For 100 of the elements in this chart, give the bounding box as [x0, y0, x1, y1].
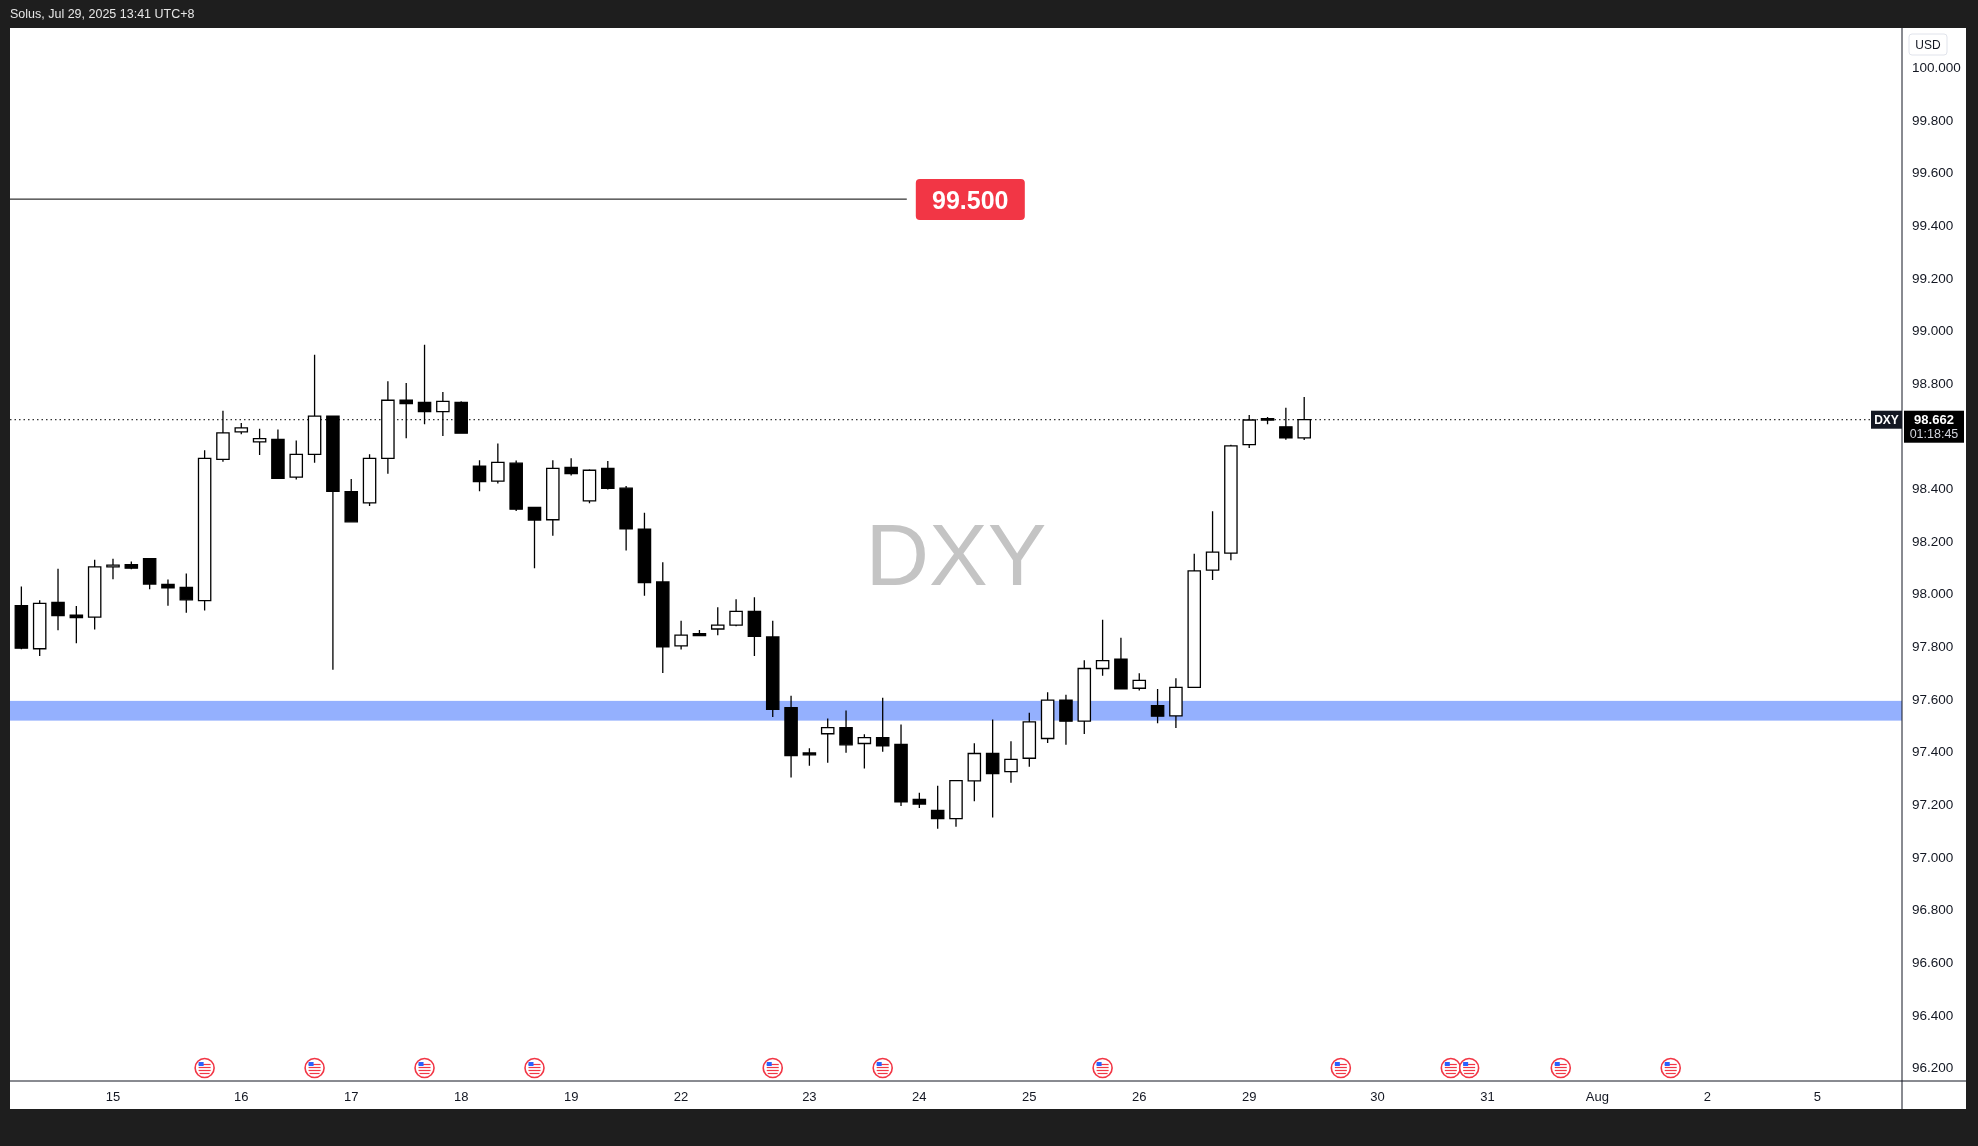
candlestick: [546, 459, 560, 537]
candlestick: [985, 718, 1000, 819]
x-tick-label: 25: [1022, 1088, 1037, 1104]
candlestick: [1095, 619, 1110, 677]
candlestick: [1022, 712, 1037, 768]
text: Solus, Jul 29, 2025 13:41 UTC+8: [10, 7, 195, 21]
y-tick-label: 99.400: [1912, 217, 1954, 233]
y-tick-label: 99.600: [1912, 165, 1954, 181]
candlestick: [875, 697, 890, 753]
y-tick-label: 97.200: [1912, 797, 1954, 813]
candlestick: [1059, 694, 1073, 746]
candlestick: [765, 620, 780, 718]
candlestick: [967, 742, 982, 802]
candlestick: [32, 599, 47, 657]
candlestick: [252, 428, 267, 456]
candlestick: [655, 561, 670, 674]
x-tick-label: 15: [105, 1088, 121, 1104]
y-tick-label: 99.000: [1912, 323, 1954, 339]
candlestick: [820, 717, 835, 764]
candlestick: [87, 559, 102, 631]
candlestick: [619, 485, 633, 552]
x-tick-label: 23: [802, 1088, 817, 1104]
candlestick: [1224, 444, 1238, 561]
candlestick: [51, 568, 65, 631]
candlestick: [527, 506, 542, 569]
candlestick: [271, 428, 285, 480]
candlestick: [161, 578, 175, 607]
candlestick: [710, 606, 725, 636]
y-tick-label: 96.800: [1912, 902, 1954, 918]
x-tick-label: 5: [1813, 1088, 1821, 1104]
candlestick: [857, 733, 872, 770]
candlestick: [912, 792, 927, 809]
y-tick-label: 99.800: [1912, 112, 1954, 128]
x-tick-label: 31: [1480, 1088, 1495, 1104]
candlestick: [1004, 740, 1018, 784]
text: DXY: [865, 505, 1047, 604]
candlestick: [289, 439, 304, 481]
candlestick: [436, 391, 450, 437]
candlestick: [802, 747, 817, 767]
x-tick-label: 19: [563, 1088, 579, 1104]
candlestick: [747, 596, 762, 657]
candlestick: [106, 558, 120, 580]
x-tick-label: 2: [1703, 1088, 1711, 1104]
candlestick: [637, 511, 652, 597]
candlestick: [839, 709, 853, 754]
candlestick: [234, 422, 249, 435]
x-tick-label: 29: [1241, 1088, 1257, 1104]
candlestick: [179, 572, 194, 614]
candlestick: [124, 560, 139, 570]
y-tick-label: 97.400: [1912, 744, 1954, 760]
y-tick-label: 98.800: [1912, 375, 1954, 391]
candlestick: [1150, 688, 1165, 724]
candlestick: [14, 585, 29, 650]
candlestick: [1040, 691, 1055, 744]
x-tick-label: Aug: [1585, 1088, 1609, 1104]
y-tick-label: 96.400: [1912, 1007, 1954, 1023]
x-tick-label: 26: [1132, 1088, 1147, 1104]
candlestick: [784, 695, 798, 779]
candlestick: [69, 605, 84, 644]
candlestick: [216, 410, 230, 463]
candlestick: [601, 460, 615, 491]
y-tick-label: 99.200: [1912, 270, 1954, 286]
candlestick: [692, 629, 707, 638]
y-tick-label: 96.200: [1912, 1060, 1954, 1076]
candlestick: [930, 784, 945, 830]
candlestick: [142, 558, 157, 590]
y-tick-label: 98.400: [1912, 481, 1954, 497]
text: 01:18:45: [1909, 426, 1959, 441]
y-tick-label: 100.000: [1912, 59, 1961, 75]
candlestick: [1169, 677, 1183, 729]
candlestick: [729, 598, 743, 628]
y-tick-label: 98.000: [1912, 586, 1954, 602]
ref-line-label: 98.662: [1914, 412, 1954, 428]
candlestick: [1187, 553, 1202, 689]
y-axis-title: USD: [1915, 38, 1941, 52]
x-tick-label: 22: [673, 1088, 689, 1104]
candlestick: [582, 468, 597, 504]
annotation: DXY: [1874, 412, 1899, 427]
candlestick: [1114, 637, 1128, 691]
candlestick: [344, 478, 359, 523]
y-tick-label: 96.600: [1912, 955, 1954, 971]
x-tick-label: 24: [912, 1088, 927, 1104]
candlestick: [509, 459, 523, 512]
candlestick: [1077, 659, 1092, 735]
candlestick: [564, 457, 578, 477]
y-tick-label: 98.200: [1912, 533, 1954, 549]
candlestick: [197, 449, 212, 612]
y-tick-label: 97.000: [1912, 849, 1954, 865]
x-tick-label: 16: [234, 1088, 249, 1104]
candlestick: [674, 620, 688, 651]
candlestick: [1132, 672, 1147, 692]
x-tick-label: 18: [453, 1088, 469, 1104]
candlestick: [362, 453, 377, 507]
y-tick-label: 97.600: [1912, 691, 1954, 707]
ref-line-label: 99.500: [932, 186, 1009, 215]
y-tick-label: 97.800: [1912, 639, 1954, 655]
candlestick: [472, 459, 487, 492]
candlestick: [949, 779, 963, 828]
candlestick: [894, 723, 908, 807]
candlestick: [491, 442, 505, 485]
